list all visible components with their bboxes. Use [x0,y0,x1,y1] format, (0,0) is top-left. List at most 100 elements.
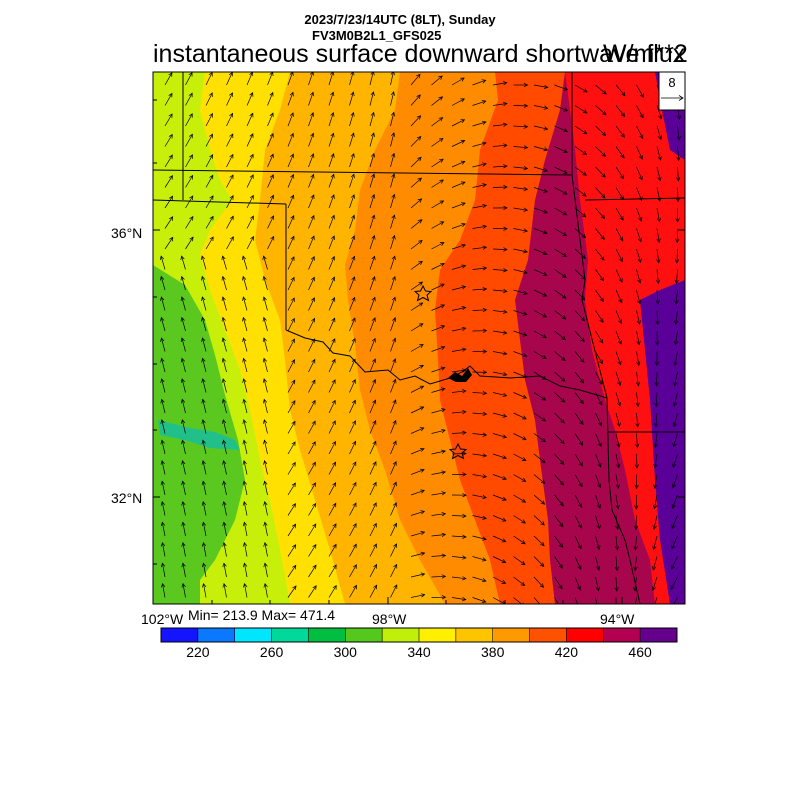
wind-vector-head [618,278,623,283]
wind-vector-head [540,604,544,608]
wind-vector [615,535,618,550]
wind-vector [492,351,507,355]
wind-vector [533,556,545,567]
wind-vector-head [482,370,488,375]
wind-vector [308,194,315,209]
wind-vector-head [392,358,397,363]
wind-vector-head [503,288,508,294]
wind-vector-head [208,112,213,118]
wind-vector-head [481,598,487,603]
wind-vector [390,338,396,352]
wind-vector [287,503,296,516]
wind-vector-head [462,493,467,498]
wind-vector-head [617,340,622,345]
wind-vector-head [181,480,186,486]
wind-vector-head [674,320,679,326]
wind-vector [349,92,354,106]
wind-vector [431,221,444,229]
wind-vector [164,154,173,168]
wind-vector-head [653,443,658,449]
wind-vector-head [595,586,600,592]
wind-vector-head [502,122,508,127]
wind-vector [328,523,337,537]
wind-vector-head [559,460,565,465]
wind-vector [410,552,425,557]
wind-vector-head [559,522,564,528]
wind-vector [243,440,248,455]
wind-vector [369,461,377,475]
wind-vector-head [331,440,336,446]
wind-vector-head [620,133,625,138]
wind-vector [595,412,602,426]
wind-vector [431,408,446,414]
wind-vector [652,556,658,571]
wind-vector-head [542,292,548,297]
wind-vector-head [637,299,642,305]
wind-vector [369,194,375,209]
wind-vector [328,462,336,475]
wind-vector [308,421,316,434]
wind-vector [201,256,207,270]
wind-vector [410,448,425,455]
wind-vector [202,419,207,434]
wind-vector-head [221,255,226,261]
wind-vector [634,556,637,571]
wind-vector [595,494,601,509]
wind-vector-head [330,214,335,220]
wind-vector [513,269,528,274]
wind-vector-head [391,132,396,137]
wind-vector-head [392,460,397,466]
wind-vector-head [391,214,396,220]
wind-vector-head [331,296,336,302]
wind-vector [349,523,357,537]
wind-vector [223,542,227,557]
wind-vector-head [269,174,274,179]
wind-vector-head [290,194,295,200]
wind-vector [636,330,640,345]
wind-vector-head [601,131,607,137]
wind-vector-head [189,154,193,159]
wind-vector-head [523,207,529,212]
wind-vector [203,583,207,598]
wind-vector [653,494,658,509]
wind-vector [287,380,296,393]
wind-vector [223,501,227,516]
wind-vector-head [371,317,376,322]
wind-vector-head [675,238,680,244]
wind-vector [595,330,604,344]
wind-vector-head [420,510,426,515]
wind-vector-head [160,480,165,486]
wind-vector-head [462,451,467,456]
wind-vector [513,289,528,295]
flux-band-420-440 [153,72,685,604]
wind-vector [595,351,603,364]
wind-vector [205,72,213,86]
wind-vector [246,174,254,188]
wind-vector [328,133,334,147]
wind-vector [369,585,378,598]
wind-vector-head [221,419,227,424]
wind-vector [431,96,443,106]
wind-vector [595,597,598,604]
wind-vector-head [503,247,508,252]
wind-vector [308,112,314,127]
wind-vector-head [209,154,214,159]
wind-vector [574,474,583,487]
wind-vector [513,330,527,336]
wind-vector-head [599,338,604,344]
wind-vector [595,166,606,178]
wind-vector-head [482,536,487,541]
wind-vector-head [502,309,508,314]
wind-vector [349,502,357,516]
wind-vector-head [651,586,656,592]
wind-vector-head [618,319,623,325]
wind-vector-head [289,91,294,97]
wind-vector-head [352,440,357,446]
wind-vector [635,535,637,551]
wind-vector [676,248,678,264]
wind-vector [185,175,194,188]
wind-vector [451,307,466,311]
wind-vector-head [292,585,297,590]
wind-vector-head [523,249,528,254]
wind-vector [226,174,234,188]
